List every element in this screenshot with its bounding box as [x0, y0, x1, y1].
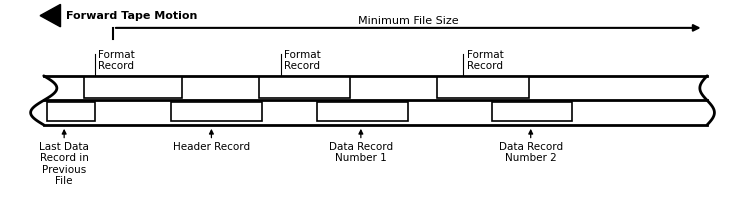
Bar: [437, 77, 529, 98]
Text: Last Data
Record in
Previous
File: Last Data Record in Previous File: [39, 142, 89, 186]
Text: Forward Tape Motion: Forward Tape Motion: [66, 11, 198, 21]
Bar: [317, 102, 408, 121]
Bar: [259, 77, 350, 98]
Bar: [492, 102, 572, 121]
Text: Format
Record: Format Record: [467, 50, 503, 71]
Bar: [47, 102, 95, 121]
Bar: [171, 102, 262, 121]
Polygon shape: [40, 4, 61, 27]
Text: Format
Record: Format Record: [98, 50, 135, 71]
Text: Minimum File Size: Minimum File Size: [358, 16, 459, 26]
Text: Data Record
Number 1: Data Record Number 1: [329, 142, 393, 163]
Text: Header Record: Header Record: [173, 142, 250, 152]
Text: Format
Record: Format Record: [284, 50, 321, 71]
Text: Data Record
Number 2: Data Record Number 2: [499, 142, 563, 163]
Bar: [84, 77, 182, 98]
